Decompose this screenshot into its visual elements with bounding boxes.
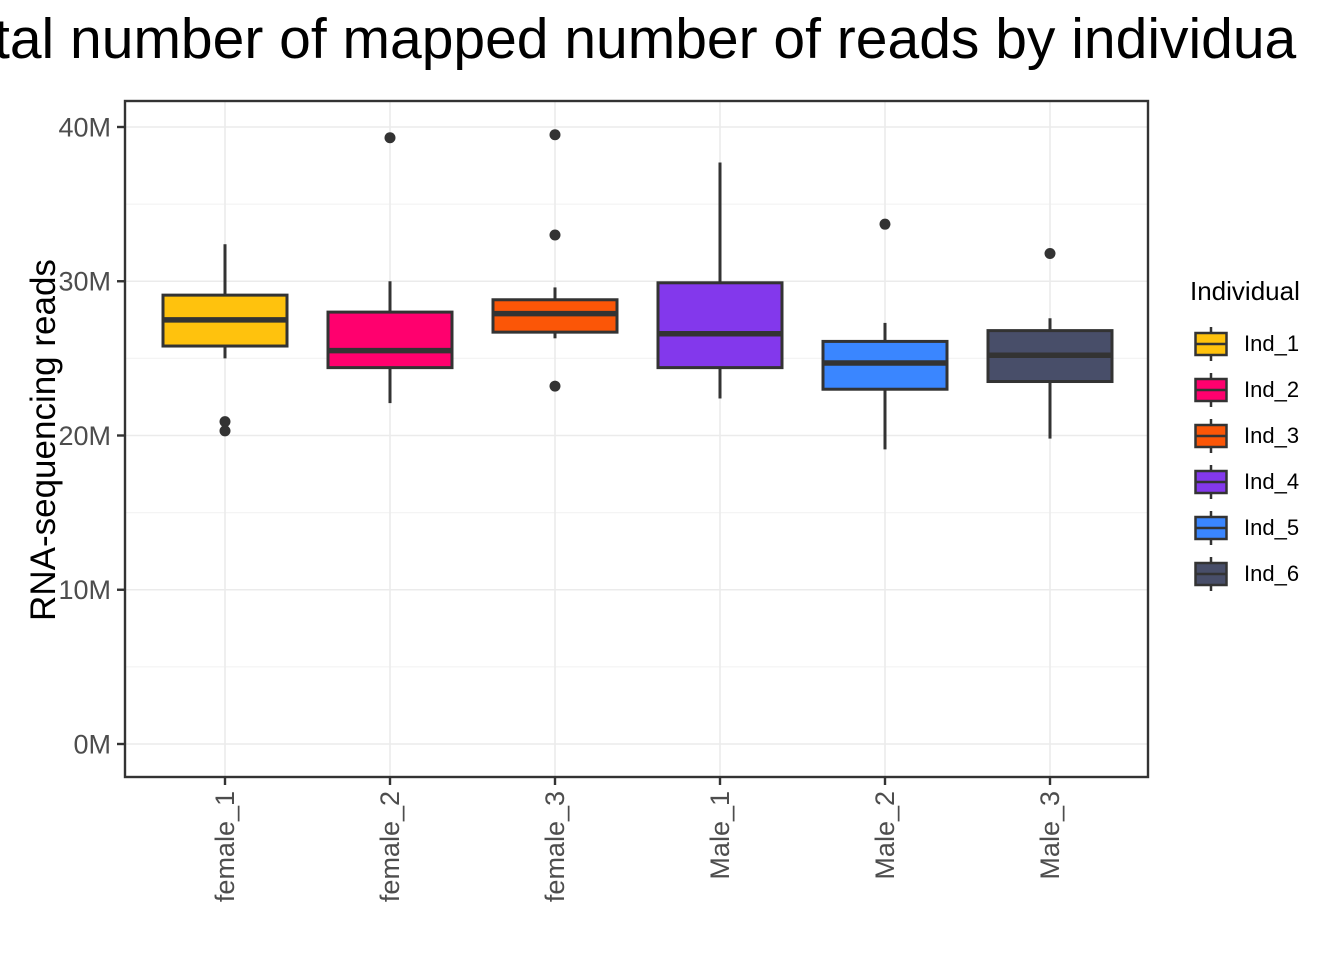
x-tick-label: Male_2 (870, 791, 900, 880)
legend-label: Ind_5 (1244, 515, 1300, 540)
x-tick-label: female_2 (375, 791, 405, 902)
legend-item-Ind_4: Ind_4 (1186, 459, 1336, 505)
boxplot-female_2 (326, 132, 454, 404)
legend-label: Ind_3 (1244, 423, 1300, 448)
outlier-point (549, 380, 561, 392)
boxplot-Male_1 (656, 162, 784, 399)
legend-item-Ind_1: Ind_1 (1186, 321, 1336, 367)
legend-item-Ind_5: Ind_5 (1186, 505, 1336, 551)
legend-key-boxplot-icon (1194, 510, 1228, 546)
outlier-point (549, 229, 561, 241)
boxplot-female_3 (491, 129, 619, 392)
legend-key-boxplot-icon (1194, 326, 1228, 362)
outlier-point (549, 129, 561, 141)
x-tick-label: female_1 (210, 791, 240, 902)
x-tick-label: female_3 (540, 791, 570, 902)
legend-items: Ind_1 Ind_2 Ind_3 Ind_4 Ind_5 Ind_6 (1186, 321, 1336, 597)
legend-item-Ind_2: Ind_2 (1186, 367, 1336, 413)
legend-key-boxplot-icon (1194, 556, 1228, 592)
legend-item-Ind_6: Ind_6 (1186, 551, 1336, 597)
box (326, 310, 454, 370)
outlier-point (1044, 247, 1056, 259)
y-tick-label: 20M (58, 421, 111, 451)
panel-border (123, 99, 1150, 779)
y-tick-label: 30M (58, 267, 111, 297)
x-tick-label: Male_1 (705, 791, 735, 880)
outlier-point (219, 425, 231, 437)
legend-label: Ind_2 (1244, 377, 1300, 402)
legend-label: Ind_1 (1244, 331, 1300, 356)
boxplot-female_1 (161, 244, 289, 437)
legend-label: Ind_4 (1244, 469, 1300, 494)
chart-title: tal number of mapped number of reads by … (0, 7, 1297, 71)
legend: Individual Ind_1 Ind_2 Ind_3 Ind_4 Ind_5 Ind_… (1186, 276, 1336, 597)
y-tick-label: 40M (58, 112, 111, 142)
box (656, 281, 784, 370)
y-tick-label: 10M (58, 575, 111, 605)
outlier-point (384, 132, 396, 144)
boxplot-Male_3 (986, 247, 1114, 439)
boxplot-Male_2 (821, 218, 949, 450)
legend-label: Ind_6 (1244, 561, 1300, 586)
legend-item-Ind_3: Ind_3 (1186, 413, 1336, 459)
legend-key-boxplot-icon (1194, 418, 1228, 454)
legend-key-boxplot-icon (1194, 464, 1228, 500)
legend-key-boxplot-icon (1194, 372, 1228, 408)
y-tick-label: 0M (73, 729, 111, 759)
outlier-point (219, 416, 231, 428)
x-tick-label: Male_3 (1035, 791, 1065, 880)
legend-title: Individual (1190, 276, 1300, 306)
outlier-point (879, 218, 891, 230)
